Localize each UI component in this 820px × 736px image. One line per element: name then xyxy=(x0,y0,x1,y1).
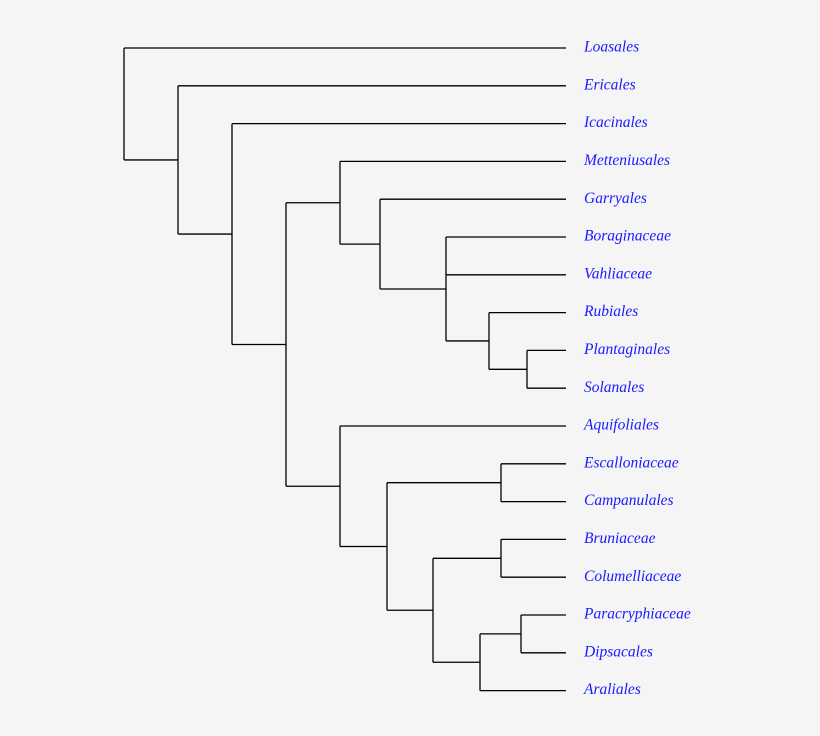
branches xyxy=(123,47,566,692)
taxon-label: Escalloniaceae xyxy=(583,454,679,471)
taxon-label: Vahliaceae xyxy=(584,265,652,282)
taxon-label: Bruniaceae xyxy=(584,530,656,547)
taxon-label: Icacinales xyxy=(583,114,648,131)
taxon-label: Boraginaceae xyxy=(584,228,671,245)
taxon-label: Rubiales xyxy=(583,303,638,320)
taxon-label: Araliales xyxy=(583,681,641,698)
taxon-label: Ericales xyxy=(583,76,636,93)
taxon-label: Campanulales xyxy=(584,492,674,509)
taxon-labels: Loasales Ericales Icacinales Metteniusales G… xyxy=(583,39,691,699)
taxon-label: Solanales xyxy=(584,379,644,396)
taxon-label: Aquifoliales xyxy=(583,417,659,434)
taxon-label: Columelliaceae xyxy=(584,568,681,585)
taxon-label: Loasales xyxy=(583,39,639,56)
taxon-label: Metteniusales xyxy=(583,152,670,169)
taxon-label: Garryales xyxy=(584,190,647,207)
taxon-label: Dipsacales xyxy=(583,643,653,660)
taxon-label: Paracryphiaceae xyxy=(583,606,691,623)
taxon-label: Plantaginales xyxy=(583,341,670,358)
